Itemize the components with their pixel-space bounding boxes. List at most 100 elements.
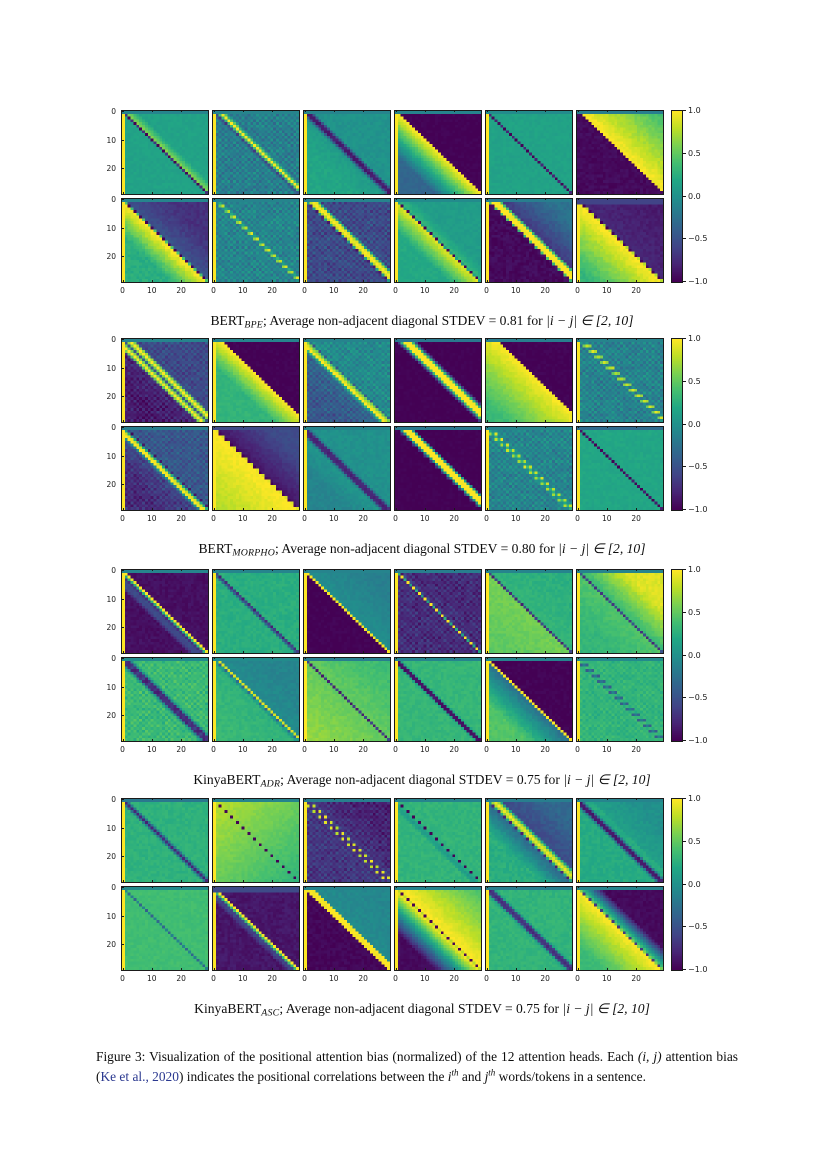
- axis-tick-mark: [363, 198, 365, 200]
- colorbar-tick-label: −1.0: [688, 505, 708, 514]
- axis-tick-mark: [242, 651, 244, 653]
- colorbar-tick-label: 0.0: [688, 879, 701, 889]
- attention-heatmap: [394, 426, 482, 511]
- block-caption-segment: BERT: [198, 541, 233, 556]
- axis-tick-mark: [454, 338, 456, 340]
- x-axis-tick-label: 20: [449, 286, 459, 295]
- axis-tick-mark: [545, 886, 547, 888]
- axis-tick-mark: [395, 198, 397, 200]
- axis-tick-mark: [545, 192, 547, 194]
- y-axis-tick-label: 0: [111, 795, 116, 805]
- axis-tick-mark: [515, 569, 517, 571]
- attention-heatmap: [303, 110, 391, 195]
- axis-tick-mark: [213, 280, 215, 282]
- colorbar-tick-label: 1.0: [688, 794, 701, 803]
- x-axis-tick-label: 20: [358, 286, 368, 295]
- axis-tick-mark: [515, 508, 517, 510]
- attention-heatmap: [303, 798, 391, 883]
- axis-tick-mark: [606, 651, 608, 653]
- colorbar-tick-label: 1.0: [688, 106, 701, 115]
- axis-tick-mark: [151, 798, 153, 800]
- axis-tick-mark: [606, 338, 608, 340]
- axis-tick-mark: [636, 280, 638, 282]
- x-axis-tick-label: 20: [631, 514, 641, 523]
- x-axis-tick-label: 0: [120, 974, 125, 983]
- axis-tick-mark: [363, 280, 365, 282]
- axis-tick-mark: [122, 944, 124, 945]
- axis-tick-mark: [333, 198, 335, 200]
- axis-tick-mark: [363, 880, 365, 882]
- axis-tick-mark: [424, 739, 426, 741]
- axis-tick-mark: [122, 111, 124, 113]
- axis-tick-mark: [545, 569, 547, 571]
- colorbar-tick-mark: [683, 611, 686, 613]
- axis-tick-mark: [454, 569, 456, 571]
- x-axis-tick-label: 20: [267, 745, 277, 754]
- axis-tick-mark: [122, 367, 124, 369]
- axis-tick-mark: [486, 198, 488, 200]
- axis-tick-mark: [122, 396, 124, 397]
- axis-tick-mark: [486, 508, 488, 510]
- axis-tick-mark: [181, 798, 183, 800]
- axis-tick-mark: [213, 338, 215, 340]
- x-axis-tick-label: 0: [211, 745, 216, 754]
- axis-tick-mark: [636, 198, 638, 200]
- axis-tick-mark: [486, 192, 488, 194]
- block-caption: KinyaBERTADR; Average non-adjacent diago…: [121, 772, 723, 790]
- figure-caption-segment: attention bias (: [96, 1049, 738, 1084]
- x-axis-tick-label: 10: [238, 745, 248, 754]
- axis-tick-mark: [515, 426, 517, 428]
- axis-tick-mark: [304, 198, 306, 200]
- axis-tick-mark: [545, 508, 547, 510]
- axis-tick-mark: [122, 420, 124, 422]
- axis-tick-mark: [545, 651, 547, 653]
- axis-tick-mark: [363, 651, 365, 653]
- x-axis-tick-label: 20: [267, 286, 277, 295]
- colorbar-tick-mark: [683, 740, 686, 741]
- axis-tick-mark: [122, 739, 124, 741]
- colorbar-tick-mark: [683, 969, 686, 970]
- axis-tick-mark: [363, 110, 365, 112]
- y-axis-tick-label: 10: [106, 363, 116, 373]
- axis-tick-mark: [122, 627, 124, 628]
- axis-tick-mark: [395, 569, 397, 571]
- axis-tick-mark: [486, 426, 488, 428]
- figure-caption-segment: words/tokens in a sentence.: [495, 1068, 646, 1084]
- attention-heatmap: [303, 569, 391, 654]
- axis-tick-mark: [213, 657, 215, 659]
- axis-tick-mark: [577, 420, 579, 422]
- axis-tick-mark: [181, 651, 183, 653]
- colorbar-tick-label: 0.5: [688, 148, 701, 158]
- colorbar: [671, 338, 683, 511]
- block-caption-segment: KinyaBERT: [193, 772, 261, 787]
- attention-heatmap: [485, 798, 573, 883]
- axis-tick-mark: [151, 420, 153, 422]
- colorbar-tick-label: −1.0: [688, 277, 708, 286]
- x-axis-tick-label: 0: [575, 286, 580, 295]
- axis-tick-mark: [545, 968, 547, 970]
- axis-tick-mark: [272, 569, 274, 571]
- axis-tick-mark: [181, 110, 183, 112]
- axis-tick-mark: [577, 426, 579, 428]
- attention-heatmap: [485, 886, 573, 971]
- axis-tick-mark: [454, 426, 456, 428]
- axis-tick-mark: [424, 280, 426, 282]
- axis-tick-mark: [454, 798, 456, 800]
- axis-tick-mark: [122, 256, 124, 257]
- axis-tick-mark: [577, 880, 579, 882]
- attention-heatmap: [576, 338, 664, 423]
- citation-link[interactable]: Ke et al., 2020: [100, 1068, 179, 1084]
- axis-tick-mark: [454, 192, 456, 194]
- axis-tick-mark: [395, 968, 397, 970]
- axis-tick-mark: [242, 338, 244, 340]
- attention-heatmap: [212, 798, 300, 883]
- axis-tick-mark: [272, 968, 274, 970]
- axis-tick-mark: [395, 192, 397, 194]
- axis-tick-mark: [304, 426, 306, 428]
- attention-heatmap: [212, 569, 300, 654]
- x-axis-tick-label: 10: [602, 286, 612, 295]
- axis-tick-mark: [151, 651, 153, 653]
- colorbar: [671, 110, 683, 283]
- axis-tick-mark: [486, 651, 488, 653]
- axis-tick-mark: [545, 420, 547, 422]
